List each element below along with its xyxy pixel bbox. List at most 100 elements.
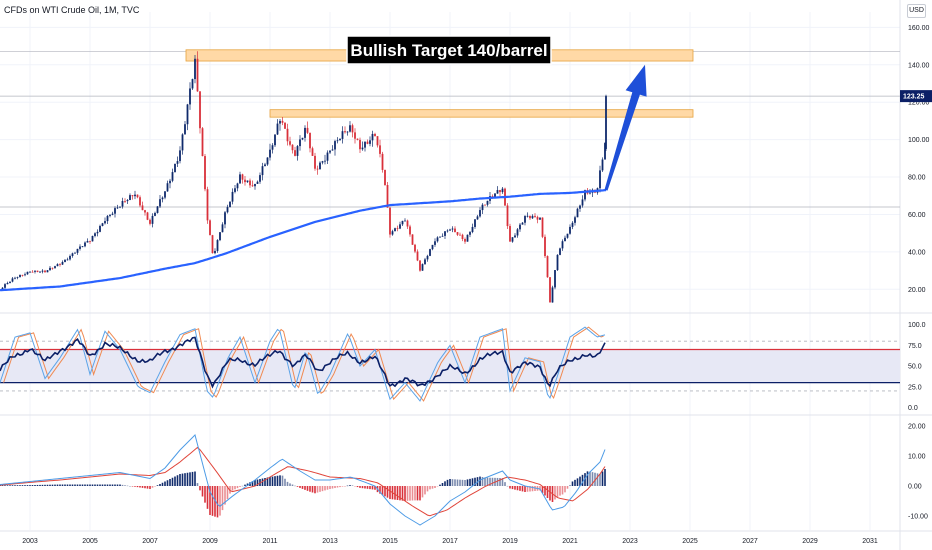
macd-histogram-bar: [484, 477, 486, 486]
candle-body: [439, 236, 441, 238]
macd-histogram-bar: [114, 484, 116, 486]
macd-histogram-bar: [224, 486, 226, 505]
macd-tick-label: 20.00: [908, 424, 926, 431]
time-tick-label: 2007: [142, 538, 158, 545]
currency-badge[interactable]: USD: [907, 4, 926, 18]
macd-tick-label: 10.00: [908, 454, 926, 461]
candle-body: [121, 200, 124, 207]
time-tick-label: 2027: [742, 538, 758, 545]
candle-body: [19, 274, 21, 278]
candle-body: [279, 120, 281, 124]
candle-body: [46, 270, 49, 273]
candle-body: [599, 170, 601, 189]
candle-body: [389, 207, 391, 235]
candle-body: [216, 240, 219, 251]
macd-histogram-bar: [86, 484, 89, 486]
macd-histogram-bar: [39, 484, 41, 486]
candle-body: [184, 124, 186, 135]
candle-body: [579, 205, 581, 209]
macd-histogram-bar: [164, 481, 166, 486]
candle-body: [44, 270, 46, 273]
candle-group: [1, 51, 607, 303]
candle-body: [284, 122, 286, 129]
candle-body: [134, 194, 136, 197]
macd-histogram-bar: [241, 485, 244, 487]
macd-histogram-bar: [439, 484, 441, 486]
candle-body: [6, 282, 9, 285]
candle-body: [481, 204, 484, 211]
candle-body: [186, 104, 189, 125]
macd-histogram-bar: [381, 486, 384, 495]
oscillator-tick-label: 50.0: [908, 364, 922, 371]
macd-histogram-bar: [294, 485, 296, 487]
candle-body: [366, 141, 369, 144]
macd-histogram-bar: [356, 486, 359, 488]
candle-body: [354, 132, 356, 139]
candle-body: [499, 190, 501, 193]
macd-histogram-bar: [549, 486, 551, 501]
oscillator-tick-label: 75.0: [908, 343, 922, 350]
macd-histogram-bar: [414, 486, 416, 501]
macd-histogram-bar: [524, 486, 526, 492]
candle-body: [486, 200, 489, 205]
candle-body: [301, 137, 304, 140]
candle-body: [274, 134, 276, 146]
macd-histogram-bar: [329, 486, 331, 489]
macd-histogram-bar: [184, 473, 186, 486]
macd-histogram-bar: [326, 486, 329, 490]
candle-body: [209, 220, 211, 236]
candle-body: [294, 150, 296, 156]
macd-histogram-bar: [211, 486, 214, 516]
last-price-label: 123.25: [903, 94, 925, 101]
macd-histogram-bar: [349, 485, 351, 486]
candle-body: [116, 207, 119, 209]
candle-body: [605, 96, 607, 149]
macd-histogram-bar: [526, 486, 529, 492]
candle-body: [561, 241, 564, 249]
candle-body: [516, 229, 519, 236]
macd-histogram-bar: [354, 486, 356, 487]
macd-histogram-bar: [559, 486, 561, 496]
candle-body: [386, 184, 389, 208]
macd-histogram-bar: [191, 471, 194, 486]
candle-body: [249, 180, 251, 186]
macd-histogram-bar: [79, 484, 81, 486]
macd-histogram-bar: [576, 478, 579, 486]
macd-histogram-bar: [49, 484, 51, 486]
candle-body: [24, 274, 26, 276]
macd-histogram-bar: [569, 485, 571, 486]
macd-histogram-bar: [331, 486, 334, 489]
macd-histogram-bar: [239, 486, 241, 487]
macd-histogram-bar: [41, 484, 44, 486]
macd-histogram-bar: [26, 485, 29, 486]
stoch-k-line: [0, 326, 606, 402]
macd-histogram-bar: [271, 476, 274, 486]
candle-body: [61, 261, 64, 265]
candle-body: [411, 234, 414, 245]
macd-histogram-bar: [529, 486, 531, 492]
macd-histogram-bar: [291, 484, 294, 486]
macd-histogram-bar: [314, 486, 316, 494]
macd-histogram-bar: [154, 486, 156, 487]
candle-body: [124, 200, 126, 202]
candle-body: [461, 234, 464, 240]
oscillator-tick-label: 25.0: [908, 384, 922, 391]
macd-histogram-bar: [521, 486, 524, 492]
candle-body: [11, 278, 14, 282]
macd-histogram-bar: [234, 486, 236, 490]
candle-body: [201, 128, 204, 157]
candle-body: [194, 58, 196, 80]
macd-histogram-bar: [546, 486, 549, 498]
macd-histogram-bar: [139, 486, 141, 488]
macd-histogram-bar: [321, 486, 324, 492]
macd-histogram-bar: [284, 478, 286, 486]
macd-histogram-bar: [71, 484, 74, 486]
macd-histogram-bar: [416, 486, 419, 501]
time-tick-label: 2005: [82, 538, 98, 545]
candle-body: [71, 253, 74, 257]
macd-histogram-bar: [461, 479, 464, 486]
macd-histogram-bar: [14, 485, 16, 486]
candle-body: [581, 199, 584, 206]
candle-body: [466, 234, 469, 242]
macd-histogram-bar: [434, 486, 436, 488]
